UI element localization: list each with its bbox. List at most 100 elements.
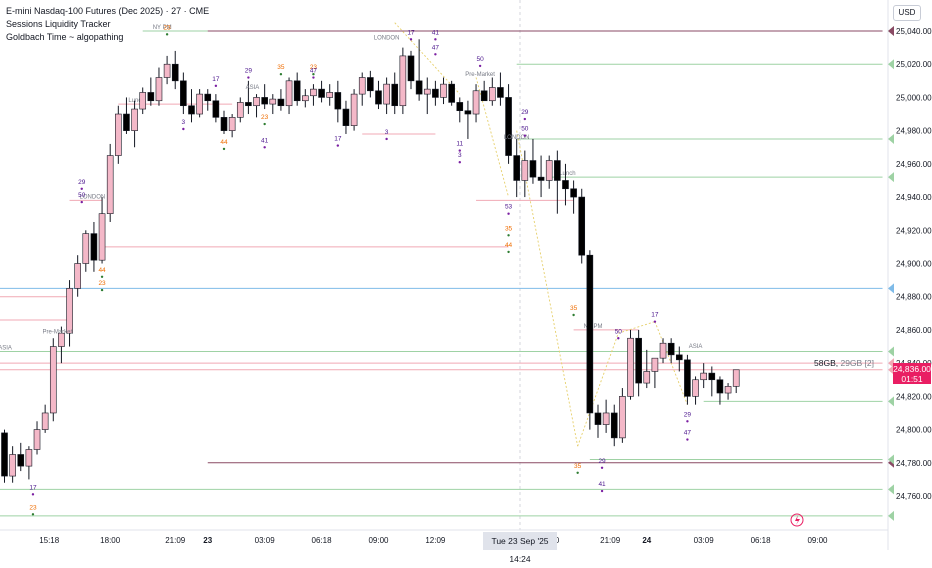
candle-body[interactable] [529,160,537,178]
candle-body[interactable] [358,77,366,95]
candle-body[interactable] [25,449,33,467]
candle-body[interactable] [627,337,634,397]
candle-body[interactable] [375,90,382,105]
candle-body[interactable] [212,100,220,118]
candle-body[interactable] [554,160,561,181]
candle-body[interactable] [188,105,195,115]
candle-body[interactable] [261,97,268,105]
indicator-sessions[interactable]: Sessions Liquidity Tracker [6,19,111,29]
candle-body[interactable] [708,372,716,381]
candle-body[interactable] [383,83,390,105]
candle-body[interactable] [391,83,399,107]
candle-body[interactable] [293,80,301,102]
candle-body[interactable] [562,180,569,190]
candle-body[interactable] [147,92,155,102]
level-marker-arrow [888,454,894,465]
candle-body[interactable] [643,371,651,384]
candle-body[interactable] [196,93,203,115]
candle-body[interactable] [1,432,8,477]
candle-body[interactable] [326,92,334,98]
candle-body[interactable] [204,93,212,102]
candle-body[interactable] [716,379,724,394]
candle-body[interactable] [432,88,439,98]
candle-body[interactable] [74,263,81,289]
candle-body[interactable] [651,357,659,372]
candle-body[interactable] [302,95,309,102]
candle-body[interactable] [692,379,699,397]
candle-body[interactable] [49,346,57,414]
candle-body[interactable] [220,117,228,131]
candle-body[interactable] [106,155,114,214]
candle-body[interactable] [236,102,244,118]
candle-body[interactable] [310,88,317,97]
candle-body[interactable] [537,176,545,181]
lightning-icon[interactable] [790,513,804,527]
candle-body[interactable] [724,386,732,394]
candle-body[interactable] [228,117,236,131]
candle-body[interactable] [659,342,667,359]
candle-body[interactable] [675,354,683,361]
candle-body[interactable] [497,87,504,98]
candle-body[interactable] [90,233,98,261]
candle-body[interactable] [180,80,187,107]
candle-body[interactable] [619,396,626,439]
candle-body[interactable] [732,369,740,387]
candle-body[interactable] [602,412,610,425]
symbol-title[interactable]: E-mini Nasdaq-100 Futures (Dec 2025) · 2… [6,6,210,16]
candle-body[interactable] [586,254,594,414]
candle-body[interactable] [407,55,415,82]
candle-body[interactable] [66,288,73,334]
candle-body[interactable] [448,83,455,103]
candle-body[interactable] [285,80,293,107]
candle-body[interactable] [115,113,122,156]
candle-body[interactable] [513,155,520,181]
candle-body[interactable] [58,332,65,347]
candle-body[interactable] [131,108,138,131]
candle-body[interactable] [253,97,260,107]
candle-body[interactable] [570,188,577,198]
candle-body[interactable] [578,196,586,256]
candle-body[interactable] [9,454,16,477]
candle-body[interactable] [456,102,464,112]
candle-body[interactable] [472,90,480,115]
candle-body[interactable] [41,412,49,430]
candle-body[interactable] [17,454,25,467]
candle-body[interactable] [610,412,618,439]
indicator-goldbach[interactable]: Goldbach Time ~ algopathing [6,32,124,42]
candle-body[interactable] [423,88,431,95]
candle-body[interactable] [269,98,277,105]
candle-body[interactable] [155,77,163,102]
candle-body[interactable] [123,113,130,131]
candle-body[interactable] [342,108,350,126]
candlestick-chart[interactable]: NY PMLunchLunchLONDONNY PMASIAPre-Market… [0,0,932,550]
candle-body[interactable] [415,80,423,95]
candle-body[interactable] [667,342,675,356]
candle-body[interactable] [171,63,179,82]
candle-body[interactable] [480,90,488,102]
candle-body[interactable] [521,160,529,181]
candle-body[interactable] [635,337,642,384]
candle-body[interactable] [318,88,325,98]
candle-body[interactable] [545,160,553,181]
candle-body[interactable] [350,93,358,126]
currency-button[interactable]: USD [893,5,921,21]
candle-body[interactable] [245,102,252,107]
candle-body[interactable] [399,55,407,107]
level-label: LONDON [80,194,106,200]
candle-body[interactable] [700,372,707,381]
candle-body[interactable] [367,77,374,92]
candle-body[interactable] [98,213,106,261]
candle-body[interactable] [488,87,496,102]
candle-body[interactable] [277,98,285,107]
candle-body[interactable] [334,92,342,110]
candle-body[interactable] [139,92,147,110]
candle-body[interactable] [82,233,90,264]
candle-body[interactable] [505,97,512,156]
candle-body[interactable] [464,110,472,115]
candle-body[interactable] [594,412,602,425]
goldbach-number-label: 23 [163,24,171,31]
candle-body[interactable] [163,63,171,78]
candle-body[interactable] [440,83,447,98]
candle-body[interactable] [684,359,691,397]
candle-body[interactable] [33,429,41,450]
